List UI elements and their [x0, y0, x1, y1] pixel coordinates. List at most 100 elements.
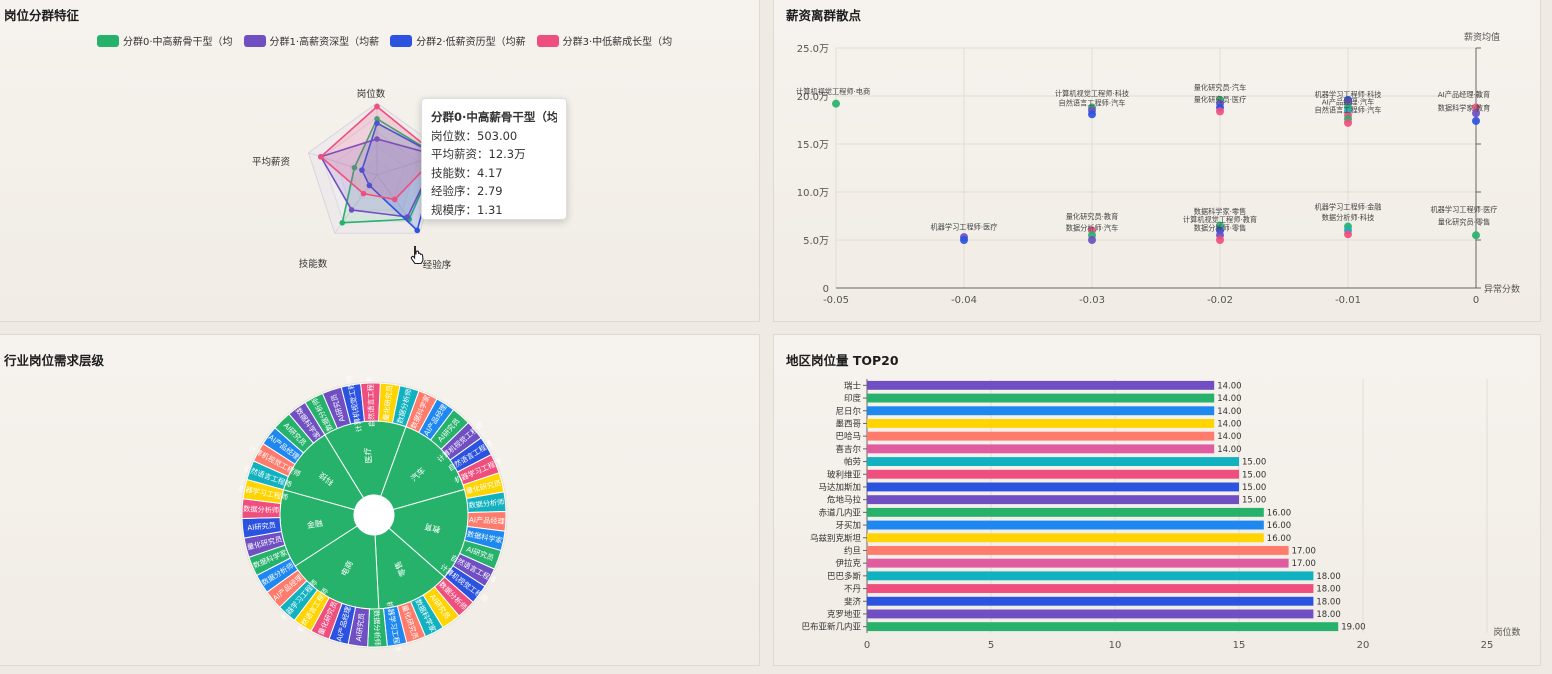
sunburst-inner-label: 金融	[306, 518, 323, 530]
radar-point	[339, 219, 346, 226]
scatter-x-tick-label: -0.01	[1335, 295, 1361, 306]
legend-swatch	[390, 34, 413, 47]
bar-value-label: 17.00	[1292, 559, 1316, 569]
tooltip-row: 经验序：2.79	[431, 184, 503, 199]
scatter-point-label: 量化研究员·教育	[1066, 212, 1119, 221]
bar-value-label: 18.00	[1316, 572, 1340, 582]
bar-x-tick-label: 0	[864, 640, 870, 651]
bar-x-tick-label: 5	[988, 640, 994, 651]
bar-category-label: 瑞士	[844, 380, 862, 391]
bar-value-label: 16.00	[1267, 534, 1291, 544]
legend-swatch	[243, 34, 266, 47]
bar	[867, 419, 1215, 428]
cluster-panel: 岗位分群特征 分群0·中高薪骨干型（均 分群1·高薪资深型（均薪 分群2·低薪资历型…	[0, 0, 760, 322]
scatter-point-label: 量化研究员·医疗	[1194, 95, 1247, 104]
scatter-point	[1344, 230, 1352, 239]
bar	[867, 393, 1215, 403]
bar	[867, 444, 1215, 454]
bar-value-label: 19.00	[1341, 623, 1365, 633]
bar-value-label: 16.00	[1267, 521, 1291, 531]
scatter-point	[1216, 107, 1224, 116]
bar-value-label: 18.00	[1316, 610, 1340, 620]
bar-value-label: 15.00	[1242, 483, 1266, 493]
bar-category-label: 玻利维亚	[827, 469, 862, 480]
bar	[867, 609, 1314, 619]
bar-category-label: 斐济	[844, 596, 862, 607]
bar	[867, 571, 1314, 581]
bar-value-label: 18.00	[1316, 585, 1340, 595]
bar-category-label: 尼日尔	[835, 406, 861, 417]
scatter-point-label: 数据科学家·教育	[1438, 103, 1491, 112]
sunburst-outer-label: 量化研究员	[381, 384, 394, 421]
legend-item[interactable]: 分群3·中低薪成长型（均	[536, 33, 672, 48]
bar-x-tick-label: 20	[1357, 640, 1370, 651]
sunburst-outer-label: 数据分析师	[468, 497, 505, 510]
legend-item[interactable]: 分群2·低薪资历型（均薪	[390, 33, 526, 48]
radar-point	[360, 190, 367, 197]
scatter-point-label: 机器学习工程师·医疗	[1431, 205, 1498, 214]
tooltip-row: 规模序：1.31	[431, 202, 503, 217]
sunburst-center-hole	[354, 495, 394, 535]
radar-point	[318, 153, 324, 160]
bar-x-tick-label: 15	[1233, 640, 1246, 651]
radar-point	[348, 207, 355, 213]
scatter-y-axis-title: 薪资均值	[1464, 31, 1500, 43]
scatter-point-label: 数据分析师·汽车	[1066, 223, 1119, 232]
radar-indicator-label: 岗位数	[357, 88, 386, 100]
bar-value-label: 14.00	[1217, 407, 1241, 417]
bar-value-label: 16.00	[1267, 508, 1291, 518]
scatter-point	[1472, 109, 1480, 118]
radar-point	[366, 182, 373, 189]
cluster-legend[interactable]: 分群0·中高薪骨干型（均 分群1·高薪资深型（均薪 分群2·低薪资历型（均薪 分群3·…	[97, 33, 680, 48]
legend-item[interactable]: 分群0·中高薪骨干型（均	[97, 33, 233, 48]
bar-value-label: 15.00	[1242, 496, 1266, 506]
legend-item[interactable]: 分群1·高薪资深型（均薪	[243, 33, 379, 48]
scatter-point	[1472, 103, 1480, 112]
legend-swatch	[536, 34, 559, 47]
region-bar-chart[interactable]: 瑞士 14.00 印度 14.00 尼日尔 14.00 墨西哥 14.00 巴哈马 14.00 喜吉…	[774, 335, 1541, 666]
bar-value-label: 14.00	[1217, 432, 1241, 442]
radar-point	[351, 164, 358, 171]
cluster-tooltip: 分群0·中高薪骨干型（均 岗位数：503.00 平均薪资：12.3万 技能数：4…	[421, 98, 567, 220]
sunburst-inner-label: 教育	[423, 522, 441, 535]
bar-value-label: 14.00	[1217, 394, 1241, 404]
radar-indicator-label: 经验序	[423, 259, 452, 271]
bar-category-label: 约旦	[844, 545, 861, 556]
bar-value-label: 17.00	[1292, 546, 1316, 556]
bar-category-label: 危地马拉	[827, 495, 862, 506]
bar-value-label: 18.00	[1316, 597, 1340, 607]
bar	[867, 622, 1339, 632]
scatter-panel-title: 薪资离群散点	[786, 8, 862, 23]
bar-x-tick-label: 25	[1481, 640, 1494, 651]
bar-category-label: 巴布亚新几内亚	[801, 622, 861, 633]
bar	[867, 533, 1264, 543]
radar-point	[404, 214, 411, 220]
scatter-point-label: 量化研究员·汽车	[1194, 83, 1247, 92]
bar	[867, 469, 1239, 479]
scatter-point	[1216, 236, 1224, 244]
tooltip-title: 分群0·中高薪骨干型（均	[431, 110, 557, 124]
sunburst-panel: 行业岗位需求层级 医疗 汽车 教育 零售 电商 金融 科技 数据分析师 AI研究员 计算机视觉工程…	[0, 334, 760, 666]
sunburst-outline	[240, 381, 508, 649]
scatter-point-label: AI产品经理·汽车	[1322, 98, 1374, 107]
scatter-point-label: 机器学习工程师·医疗	[931, 222, 998, 231]
scatter-point	[832, 99, 840, 108]
bar-value-label: 14.00	[1217, 445, 1241, 455]
bar-x-tick-label: 10	[1109, 640, 1122, 651]
region-panel-title: 地区岗位量 TOP20	[786, 353, 899, 368]
radar-point	[374, 136, 380, 142]
scatter-panel: 薪资离群散点 25.0万 20.0万 15.0万 10.0万 5.0万 0 -0.05 -0.…	[773, 0, 1541, 322]
sunburst-outer-sector	[288, 401, 326, 444]
scatter-point-label: 自然语言工程师·汽车	[1315, 105, 1382, 114]
sunburst-outer-label: 数据分析师	[243, 504, 279, 515]
sunburst-chart[interactable]: 医疗汽车教育零售电商金融科技数据分析师AI研究员计算机视觉工程师 自然语言工程师量…	[0, 335, 760, 666]
radar-indicator-label: 技能数	[299, 258, 328, 270]
radar-axis	[376, 174, 420, 234]
scatter-point-label: 数据科学家·零售	[1194, 207, 1247, 216]
scatter-point	[1472, 231, 1480, 240]
bar-category-label: 墨西哥	[835, 419, 861, 429]
scatter-y-tick-label: 15.0万	[797, 140, 829, 151]
legend-swatch	[97, 34, 119, 47]
